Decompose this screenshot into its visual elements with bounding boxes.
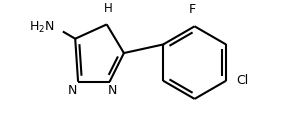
Text: F: F xyxy=(189,3,196,16)
Text: H$_2$N: H$_2$N xyxy=(29,20,54,35)
Text: N: N xyxy=(108,84,117,97)
Text: H: H xyxy=(104,2,113,15)
Text: Cl: Cl xyxy=(236,74,249,87)
Text: N: N xyxy=(68,84,77,97)
